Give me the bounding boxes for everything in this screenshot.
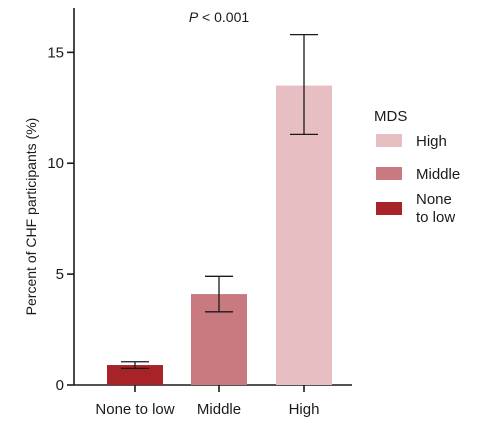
y-axis-label: Percent of CHF participants (%) <box>23 118 39 316</box>
p-value-annotation: P < 0.001 <box>189 9 250 25</box>
legend-label: to low <box>416 209 455 226</box>
y-tick-label: 15 <box>47 44 64 61</box>
y-tick-label: 10 <box>47 155 64 172</box>
bar-none-to-low <box>107 365 163 385</box>
legend-swatch <box>376 134 402 147</box>
x-axis: None to low Middle High <box>74 384 352 418</box>
y-tick-label: 5 <box>56 266 64 283</box>
legend-swatch <box>376 167 402 180</box>
p-symbol: P <box>189 9 199 25</box>
bars <box>107 85 332 385</box>
x-tick-label: High <box>289 401 320 418</box>
x-tick-label: None to low <box>95 401 174 418</box>
legend-label: None <box>416 191 452 208</box>
legend-label: Middle <box>416 166 460 183</box>
x-tick-label: Middle <box>197 401 241 418</box>
p-threshold: < 0.001 <box>198 9 249 25</box>
y-axis: 0 5 10 15 Percent of CHF participants (%) <box>23 8 75 394</box>
bar-high <box>276 85 332 385</box>
legend-title: MDS <box>374 108 407 125</box>
y-tick-label: 0 <box>56 377 64 394</box>
p-value-text: P < 0.001 <box>189 9 250 25</box>
error-bars <box>121 33 318 370</box>
legend-label: High <box>416 133 447 150</box>
legend-swatch <box>376 202 402 215</box>
